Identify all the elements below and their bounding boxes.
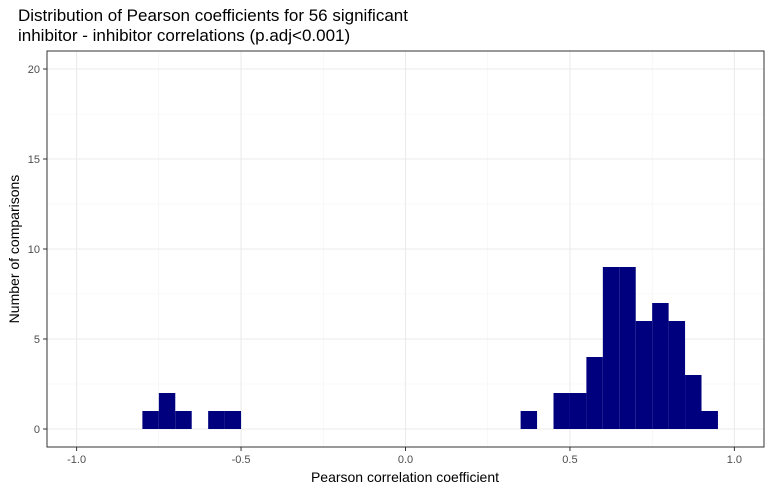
x-tick-label: 1.0 xyxy=(727,454,742,466)
histogram-bar xyxy=(586,357,603,429)
y-tick-label: 0 xyxy=(34,424,40,436)
y-axis-ticks: 0 5 10 15 20 xyxy=(28,64,47,436)
y-tick-label: 10 xyxy=(28,244,40,256)
histogram-bar xyxy=(652,303,669,429)
x-tick-label: 0.0 xyxy=(398,454,413,466)
chart-title-line-2: inhibitor - inhibitor correlations (p.ad… xyxy=(18,26,351,45)
x-axis-title: Pearson correlation coefficient xyxy=(311,469,499,485)
chart-title-line-1: Distribution of Pearson coefficients for… xyxy=(18,6,408,25)
histogram-bar xyxy=(175,411,192,429)
x-tick-label: -1.0 xyxy=(67,454,86,466)
histogram-bar xyxy=(701,411,718,429)
histogram-bar xyxy=(569,393,587,429)
y-axis-title: Number of comparisons xyxy=(6,175,22,324)
x-tick-label: -0.5 xyxy=(232,454,251,466)
histogram-bar xyxy=(553,393,570,429)
y-tick-label: 15 xyxy=(28,154,40,166)
histogram-bar xyxy=(668,321,686,429)
histogram-bar xyxy=(602,267,620,429)
histogram-bars xyxy=(142,267,718,429)
histogram-bar xyxy=(208,411,225,429)
histogram-bar xyxy=(142,411,159,429)
histogram-bar xyxy=(685,375,702,429)
histogram-bar xyxy=(158,393,176,429)
histogram-bar xyxy=(619,267,636,429)
histogram-bar xyxy=(635,321,653,429)
chart-title: Distribution of Pearson coefficients for… xyxy=(18,6,408,46)
y-tick-label: 20 xyxy=(28,64,40,76)
x-axis-ticks: -1.0 -0.5 0.0 0.5 1.0 xyxy=(67,447,742,466)
histogram-bar xyxy=(520,411,538,429)
histogram-bar xyxy=(224,411,242,429)
y-tick-label: 5 xyxy=(34,334,40,346)
x-tick-label: 0.5 xyxy=(562,454,577,466)
